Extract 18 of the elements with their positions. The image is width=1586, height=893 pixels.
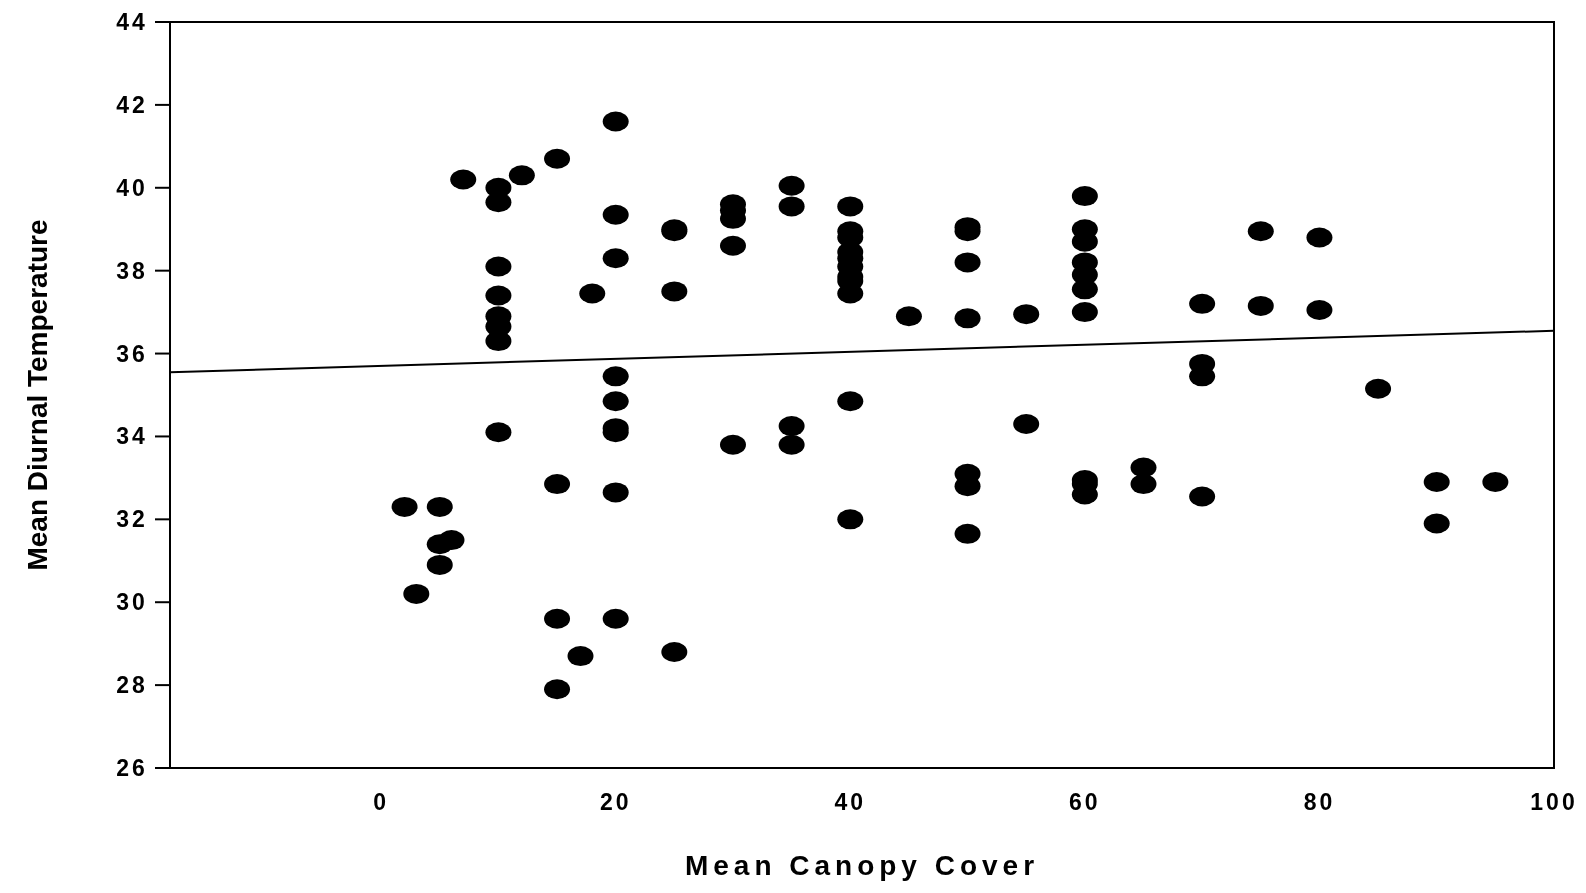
- y-tick-label: 38: [116, 257, 148, 284]
- y-tick-label: 36: [116, 340, 148, 367]
- y-tick-label: 34: [116, 423, 148, 450]
- y-tick-label: 32: [116, 506, 148, 533]
- y-tick-label: 44: [116, 9, 148, 35]
- x-tick-label: 100: [1530, 789, 1578, 815]
- x-tick-label: 80: [1303, 789, 1336, 815]
- x-tick-label: 0: [373, 789, 390, 815]
- y-tick-label: 42: [116, 91, 148, 118]
- y-tick-label: 30: [116, 589, 148, 616]
- x-tick-label: 20: [599, 789, 632, 815]
- y-axis-title: Mean Diurnal Temperature: [21, 219, 53, 571]
- y-tick-label: 40: [116, 174, 148, 201]
- y-tick-label: 26: [116, 755, 148, 781]
- y-tick-label: 28: [116, 672, 148, 699]
- x-tick-label: 60: [1069, 789, 1101, 815]
- x-axis-title: Mean Canopy Cover: [684, 850, 1040, 881]
- x-tick-label: 40: [834, 789, 867, 815]
